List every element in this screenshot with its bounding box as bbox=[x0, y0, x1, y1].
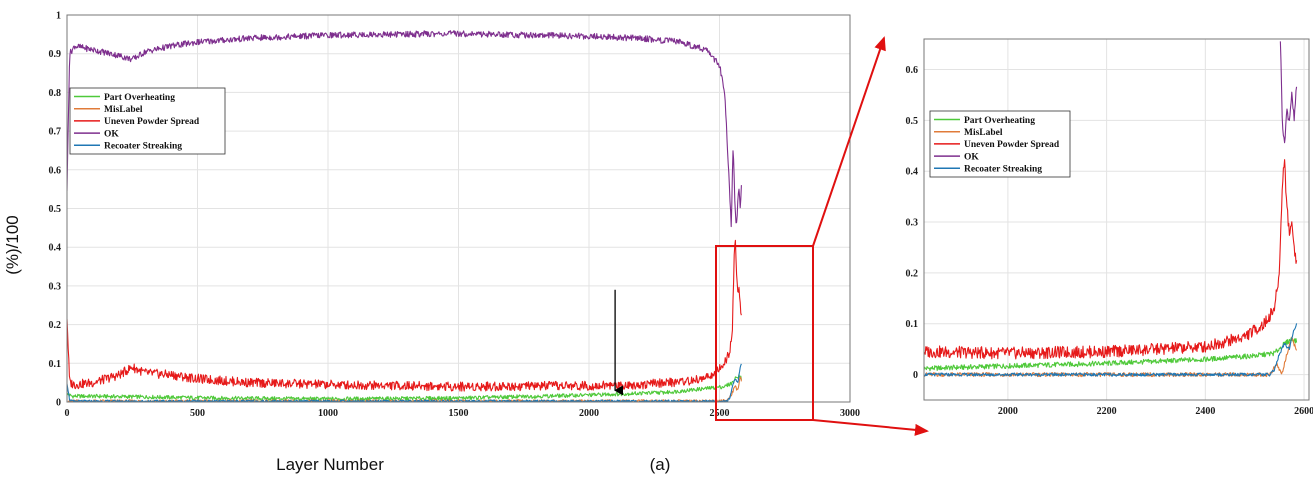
series-line-part-overheating bbox=[924, 337, 1298, 372]
x-tick-label: 3000 bbox=[840, 408, 860, 419]
legend-label-ok: OK bbox=[104, 129, 119, 139]
main-series-group bbox=[67, 30, 742, 402]
y-tick-label: 0.9 bbox=[49, 49, 62, 60]
inset-legend: Part Overheating MisLabel Uneven Powder Sp… bbox=[929, 110, 1071, 178]
x-tick-label: 1500 bbox=[449, 408, 469, 419]
main-x-axis-label: Layer Number bbox=[276, 455, 384, 474]
x-tick-label: 2000 bbox=[998, 406, 1018, 417]
x-tick-label: 0 bbox=[65, 408, 70, 419]
main-ticks: 0 500 1000 1500 2000 2500 3000 0 0.1 0.2 0.3 0.4 0.5… bbox=[49, 11, 861, 420]
inset-plot-frame bbox=[923, 38, 1310, 401]
legend-label-part-overheating: Part Overheating bbox=[964, 116, 1035, 126]
y-tick-label: 0.7 bbox=[49, 127, 62, 138]
y-tick-label: 0 bbox=[56, 398, 61, 409]
inset-chart: 2000 2200 2400 2600 0 0.1 0.2 0.3 0.4 0.5 0.6 Part… bbox=[906, 38, 1313, 417]
series-line-part-overheating bbox=[67, 373, 742, 402]
legend-label-mislabel: MisLabel bbox=[104, 105, 143, 115]
y-tick-label: 0.4 bbox=[49, 243, 62, 254]
x-tick-label: 2200 bbox=[1097, 406, 1117, 417]
main-y-axis-label: (%)/100 bbox=[3, 215, 22, 275]
series-line-recoater-streaking bbox=[924, 323, 1298, 377]
y-tick-label: 0.1 bbox=[906, 319, 919, 330]
y-tick-label: 0.6 bbox=[49, 165, 62, 176]
series-line-uneven-powder-spread bbox=[67, 239, 742, 392]
y-tick-label: 0.3 bbox=[906, 218, 919, 229]
zoom-region-box bbox=[715, 245, 814, 421]
x-tick-label: 500 bbox=[190, 408, 205, 419]
y-tick-label: 0.1 bbox=[49, 359, 62, 370]
zoom-connector-bottom bbox=[812, 419, 929, 436]
inset-ticks: 2000 2200 2400 2600 0 0.1 0.2 0.3 0.4 0.5 0.6 bbox=[906, 65, 1313, 417]
series-line-ok bbox=[67, 30, 742, 228]
legend-label-recoater-streaking: Recoater Streaking bbox=[104, 142, 182, 152]
inset-series-group bbox=[924, 41, 1298, 378]
y-tick-label: 0.2 bbox=[906, 268, 919, 279]
legend-label-part-overheating: Part Overheating bbox=[104, 93, 175, 103]
y-tick-label: 1 bbox=[56, 11, 61, 22]
x-tick-label: 1000 bbox=[318, 408, 338, 419]
y-tick-label: 0.4 bbox=[906, 167, 919, 178]
x-tick-label: 2600 bbox=[1294, 406, 1313, 417]
main-legend: Part Overheating MisLabel Uneven Powder Sp… bbox=[69, 87, 226, 155]
x-tick-label: 2400 bbox=[1195, 406, 1215, 417]
series-line-recoater-streaking bbox=[67, 363, 742, 402]
legend-label-recoater-streaking: Recoater Streaking bbox=[964, 165, 1042, 175]
legend-label-mislabel: MisLabel bbox=[964, 128, 1003, 138]
legend-box bbox=[929, 110, 1071, 178]
series-line-uneven-powder-spread bbox=[924, 159, 1298, 360]
y-tick-label: 0.8 bbox=[49, 88, 62, 99]
y-tick-label: 0.5 bbox=[906, 116, 919, 127]
y-tick-label: 0.5 bbox=[49, 204, 62, 215]
main-chart: 0 500 1000 1500 2000 2500 3000 0 0.1 0.2 0.3 0.4 0.5… bbox=[3, 11, 860, 475]
legend-label-ok: OK bbox=[964, 152, 979, 162]
x-tick-label: 2500 bbox=[710, 408, 730, 419]
y-tick-label: 0.6 bbox=[906, 65, 919, 76]
figure-label: (a) bbox=[650, 455, 671, 474]
legend-label-uneven-powder-spread: Uneven Powder Spread bbox=[104, 117, 200, 127]
y-tick-label: 0 bbox=[913, 370, 918, 381]
zoom-connector-top bbox=[812, 36, 886, 247]
y-tick-label: 0.3 bbox=[49, 281, 62, 292]
main-plot-frame bbox=[66, 14, 851, 403]
x-tick-label: 2000 bbox=[579, 408, 599, 419]
legend-label-uneven-powder-spread: Uneven Powder Spread bbox=[964, 140, 1060, 150]
series-line-ok bbox=[1279, 41, 1298, 144]
y-tick-label: 0.2 bbox=[49, 320, 62, 331]
inset-plot-area bbox=[924, 39, 1309, 400]
